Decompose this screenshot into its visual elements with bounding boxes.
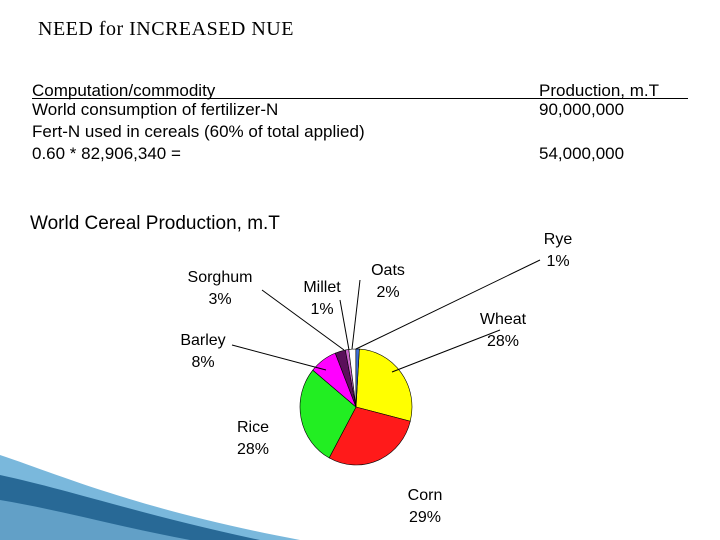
slice-label-sorghum: Sorghum 3% bbox=[188, 269, 253, 308]
slice-label-corn: Corn 29% bbox=[408, 487, 443, 526]
slice-label-rye: Rye 1% bbox=[544, 231, 573, 270]
table-row: World consumption of fertilizer-N 90,000… bbox=[32, 99, 688, 121]
slice-label-millet: Millet 1% bbox=[303, 279, 341, 318]
leader-line-sorghum bbox=[261, 289, 345, 351]
leader-line-rye bbox=[355, 259, 541, 350]
row-label: Fert-N used in cereals (60% of total app… bbox=[32, 122, 365, 141]
leader-line-millet bbox=[339, 299, 350, 351]
header-production: Production, m.T bbox=[539, 81, 659, 100]
pie-slice-rye bbox=[355, 348, 360, 408]
pie-slice-corn bbox=[328, 406, 411, 466]
leader-line-wheat bbox=[391, 329, 501, 373]
pie-slice-rice bbox=[299, 369, 357, 459]
pie-slice-wheat bbox=[355, 348, 413, 422]
row-value: 90,000,000 bbox=[539, 100, 625, 119]
slice-label-wheat: Wheat 28% bbox=[480, 311, 527, 350]
slice-label-barley: Barley 8% bbox=[180, 332, 225, 371]
table-row: Fert-N used in cereals (60% of total app… bbox=[32, 121, 688, 143]
decorative-swoosh bbox=[0, 455, 300, 540]
row-value: 54,000,000 bbox=[539, 144, 625, 163]
slice-label-oats: Oats 2% bbox=[371, 262, 405, 301]
computation-table: Computation/commodity Production, m.T Wo… bbox=[32, 80, 688, 165]
slice-label-rice: Rice 28% bbox=[237, 419, 269, 458]
chart-title: World Cereal Production, m.T bbox=[30, 213, 280, 234]
table-row: 0.60 * 82,906,340 = 54,000,000 bbox=[32, 143, 688, 165]
table-header-row: Computation/commodity Production, m.T bbox=[32, 80, 688, 100]
header-commodity: Computation/commodity bbox=[32, 81, 216, 100]
row-label: World consumption of fertilizer-N bbox=[32, 100, 279, 119]
row-label: 0.60 * 82,906,340 = bbox=[32, 144, 181, 163]
leader-line-oats bbox=[351, 279, 361, 350]
slide-title: NEED for INCREASED NUE bbox=[38, 18, 294, 40]
leader-line-barley bbox=[231, 344, 327, 371]
